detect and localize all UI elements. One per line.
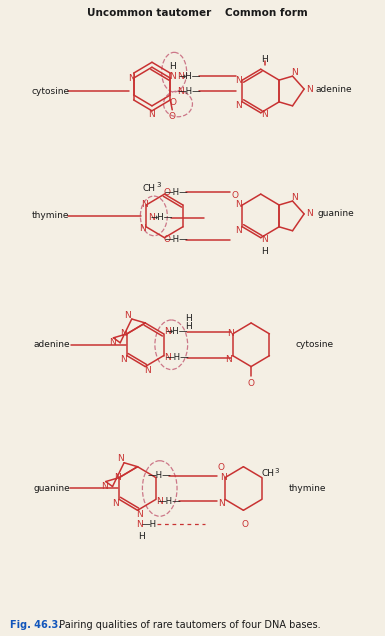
- Text: H: H: [261, 55, 268, 64]
- Text: N: N: [109, 338, 116, 347]
- Text: N: N: [112, 499, 119, 508]
- Text: →H—: →H—: [166, 328, 188, 336]
- Text: N: N: [306, 85, 313, 93]
- Text: N: N: [124, 310, 131, 319]
- Text: N: N: [144, 366, 151, 375]
- Text: guanine: guanine: [33, 484, 70, 493]
- Text: cytosine: cytosine: [295, 340, 333, 349]
- Text: —H—: —H—: [164, 235, 188, 244]
- Text: O: O: [170, 99, 177, 107]
- Text: Pairing qualities of rare tautomers of four DNA bases.: Pairing qualities of rare tautomers of f…: [56, 620, 320, 630]
- Text: N: N: [218, 499, 224, 508]
- Text: N: N: [261, 235, 268, 244]
- Text: thymine: thymine: [32, 211, 69, 221]
- Text: H: H: [185, 322, 192, 331]
- Text: —H—: —H—: [178, 86, 201, 95]
- Text: O: O: [218, 463, 225, 472]
- Text: N: N: [128, 74, 135, 83]
- Text: N: N: [101, 482, 108, 491]
- Text: cytosine: cytosine: [32, 86, 70, 95]
- Text: N: N: [114, 473, 121, 482]
- Text: N: N: [235, 200, 242, 209]
- Text: Common form: Common form: [225, 8, 308, 18]
- Text: N: N: [120, 355, 126, 364]
- Text: Fig. 46.3.: Fig. 46.3.: [10, 620, 62, 630]
- Text: N: N: [149, 214, 155, 223]
- Text: —H—: —H—: [148, 471, 172, 480]
- Text: N: N: [177, 72, 184, 81]
- Text: Uncommon tautomer: Uncommon tautomer: [87, 8, 211, 18]
- Text: N: N: [235, 76, 242, 85]
- Text: N: N: [226, 355, 232, 364]
- Text: →H—: →H—: [151, 214, 173, 223]
- Text: guanine: guanine: [318, 209, 354, 218]
- Text: —H—: —H—: [164, 188, 188, 197]
- Text: CH: CH: [142, 184, 156, 193]
- Text: —H: —H: [142, 520, 157, 529]
- Text: N: N: [291, 67, 298, 77]
- Text: N: N: [228, 329, 234, 338]
- Text: N: N: [306, 209, 313, 218]
- Text: N: N: [136, 510, 143, 519]
- Text: N: N: [141, 200, 147, 209]
- Text: N: N: [136, 520, 143, 529]
- Text: —H—: —H—: [165, 353, 189, 362]
- Text: adenine: adenine: [316, 85, 352, 93]
- Text: CH: CH: [261, 469, 274, 478]
- Text: N: N: [120, 329, 126, 338]
- Text: thymine: thymine: [289, 484, 326, 493]
- Text: O: O: [164, 188, 171, 197]
- Text: N: N: [139, 225, 146, 233]
- Text: H: H: [185, 314, 192, 324]
- Text: H: H: [169, 62, 176, 71]
- Text: H: H: [138, 532, 145, 541]
- Text: O: O: [164, 235, 171, 244]
- Text: N: N: [117, 454, 124, 463]
- Text: O: O: [248, 379, 254, 388]
- Text: N: N: [291, 193, 298, 202]
- Text: O: O: [231, 191, 238, 200]
- Text: N: N: [177, 86, 184, 95]
- Text: N: N: [220, 473, 226, 482]
- Text: N: N: [156, 497, 163, 506]
- Text: 3: 3: [156, 182, 161, 188]
- Text: N: N: [235, 226, 242, 235]
- Text: 3: 3: [275, 467, 280, 474]
- Text: adenine: adenine: [33, 340, 70, 349]
- Text: N: N: [235, 101, 242, 111]
- Text: N: N: [164, 328, 171, 336]
- Text: N: N: [169, 72, 176, 81]
- Text: O: O: [169, 113, 176, 121]
- Text: →H—: →H—: [178, 72, 201, 81]
- Text: N: N: [261, 110, 268, 120]
- Text: —H—: —H—: [157, 497, 181, 506]
- Text: N: N: [164, 353, 171, 362]
- Text: N: N: [149, 110, 155, 120]
- Text: H: H: [261, 247, 268, 256]
- Text: O: O: [242, 520, 249, 529]
